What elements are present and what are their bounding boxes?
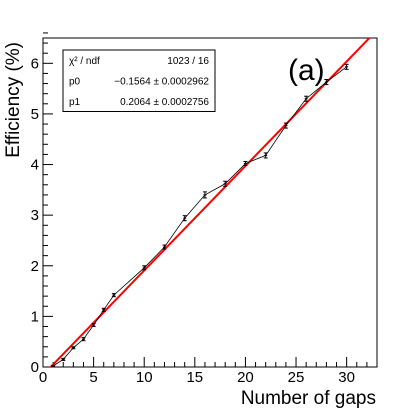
stats-label: p0: [69, 77, 81, 88]
x-tick-label: 25: [288, 369, 305, 386]
panel-label: (a): [288, 54, 325, 87]
y-axis-title: Efficiency (%): [3, 42, 24, 158]
x-tick-label: 20: [237, 369, 254, 386]
plot-frame: [42, 37, 378, 368]
y-tick-label: 1: [31, 308, 39, 325]
stats-label: p1: [69, 97, 81, 108]
y-tick-label: 0: [31, 359, 39, 376]
x-tick-label: 0: [39, 369, 47, 386]
x-tick-label: 30: [338, 369, 355, 386]
y-tick-label: 5: [31, 106, 39, 123]
y-tick-label: 4: [31, 157, 39, 174]
stats-box-frame: [62, 49, 216, 112]
stats-box: χ² / ndf 1023 / 16 p0 −0.1564 ± 0.0002962 p1…: [62, 49, 216, 112]
stats-value: 0.2064 ± 0.0002756: [120, 97, 209, 108]
stats-value: −0.1564 ± 0.0002962: [114, 77, 209, 88]
y-tick-label: 3: [31, 207, 39, 224]
stats-value: 1023 / 16: [167, 56, 209, 67]
data-layer: [51, 63, 349, 367]
axes: 0 5 10 15 20 25 30 0 1 2 3 4 5 6: [31, 32, 378, 386]
y-tick-label: 6: [31, 55, 39, 72]
x-tick-label: 15: [186, 369, 203, 386]
x-axis-title: Number of gaps: [241, 388, 376, 409]
x-tick-label: 5: [89, 369, 97, 386]
y-tick-label: 2: [31, 258, 39, 275]
stats-label: χ² / ndf: [69, 56, 100, 67]
x-tick-label: 10: [136, 369, 153, 386]
